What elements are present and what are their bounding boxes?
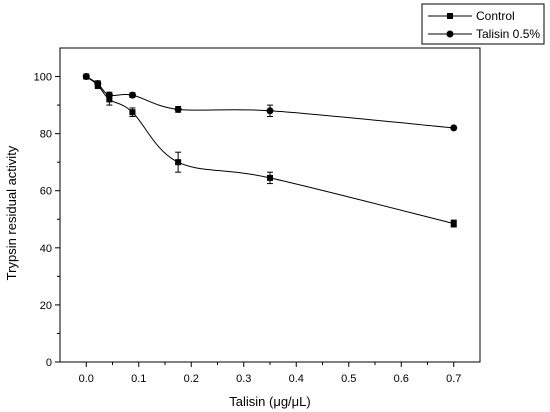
x-tick-label: 0.2 bbox=[184, 373, 199, 385]
data-point-talisin bbox=[174, 105, 182, 113]
series-markers bbox=[82, 73, 458, 228]
y-axis-ticks: 0 20 40 60 80 100 bbox=[34, 72, 60, 369]
data-point-control bbox=[129, 109, 136, 116]
x-axis-label: Talisin (μg/μL) bbox=[229, 394, 310, 409]
series-line-talisin bbox=[85, 76, 454, 129]
data-point-talisin bbox=[128, 91, 136, 99]
legend-marker-square bbox=[447, 13, 453, 19]
legend: Control Talisin 0.5% bbox=[421, 3, 545, 45]
x-tick-label: 0.0 bbox=[79, 373, 94, 385]
x-tick-label: 0.6 bbox=[394, 373, 409, 385]
x-tick-label: 0.1 bbox=[131, 373, 146, 385]
data-point-control bbox=[175, 159, 182, 166]
y-tick-label: 20 bbox=[40, 300, 52, 312]
x-tick-label: 0.3 bbox=[236, 373, 251, 385]
y-axis-label: Trypsin residual activity bbox=[4, 145, 19, 280]
data-point-talisin bbox=[450, 124, 458, 132]
legend-label-talisin: Talisin 0.5% bbox=[476, 27, 540, 41]
y-tick-label: 80 bbox=[40, 129, 52, 141]
series-curves bbox=[85, 76, 454, 225]
data-point-control bbox=[267, 174, 273, 181]
y-tick-label: 100 bbox=[34, 72, 52, 84]
y-tick-label: 0 bbox=[46, 357, 52, 369]
data-point-control bbox=[450, 220, 457, 227]
x-axis-ticks: 0.0 0.1 0.2 0.3 0.4 0.5 0.6 0.7 bbox=[79, 362, 461, 385]
data-point-talisin bbox=[266, 107, 274, 115]
x-tick-label: 0.7 bbox=[446, 373, 461, 385]
x-tick-label: 0.5 bbox=[341, 373, 356, 385]
plot-border bbox=[59, 47, 481, 363]
legend-marker-circle bbox=[446, 30, 454, 38]
plot-frame bbox=[59, 47, 481, 363]
data-point-talisin bbox=[82, 73, 90, 81]
legend-label-control: Control bbox=[476, 9, 515, 23]
data-point-control bbox=[106, 96, 113, 103]
x-tick-label: 0.4 bbox=[289, 373, 304, 385]
y-tick-label: 60 bbox=[40, 186, 52, 198]
y-tick-label: 40 bbox=[40, 243, 52, 255]
data-point-talisin bbox=[105, 91, 113, 99]
legend-box bbox=[421, 3, 545, 45]
data-point-talisin bbox=[94, 80, 102, 88]
